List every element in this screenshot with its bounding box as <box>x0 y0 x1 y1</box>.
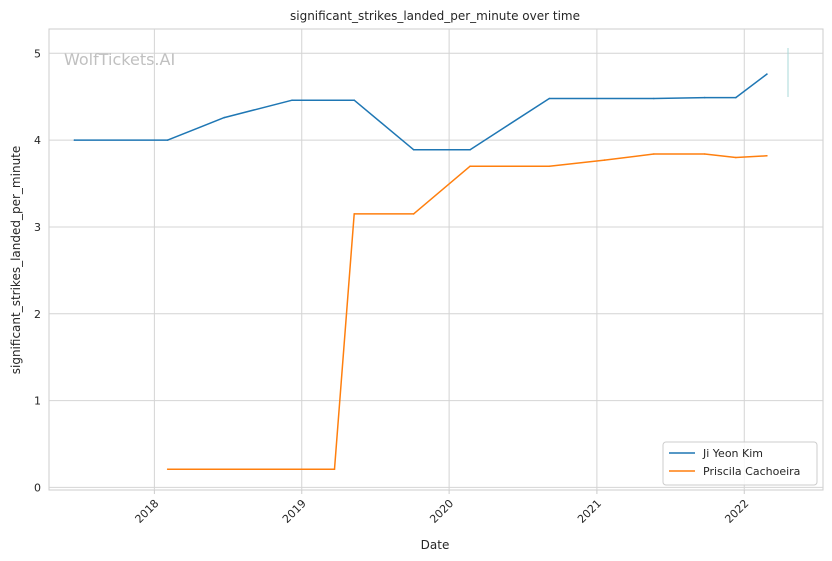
data-point-ji-yeon-kim <box>548 97 551 100</box>
watermark: WolfTickets.AI <box>64 50 175 69</box>
series-lines <box>73 73 768 471</box>
data-point-priscila-cachoeira <box>735 156 737 159</box>
x-tick-label: 2018 <box>133 497 162 526</box>
data-point-priscila-cachoeira <box>412 213 415 215</box>
y-axis-title: significant_strikes_landed_per_minute <box>9 146 23 375</box>
x-axis-title: Date <box>421 538 450 552</box>
data-point-priscila-cachoeira <box>653 153 655 155</box>
data-point-ji-yeon-kim <box>223 116 225 119</box>
data-point-priscila-cachoeira <box>548 165 551 167</box>
y-tick-labels: 0 1 2 3 4 5 <box>34 47 41 494</box>
x-tick-label: 2021 <box>575 497 604 526</box>
data-point-ji-yeon-kim <box>653 97 655 100</box>
x-tick-label: 2019 <box>280 497 309 526</box>
data-point-priscila-cachoeira <box>333 468 336 471</box>
legend-box <box>662 441 818 486</box>
plot-frame <box>48 28 824 491</box>
data-point-priscila-cachoeira <box>603 159 606 161</box>
legend-label-ji-yeon-kim: Ji Yeon Kim <box>702 447 763 460</box>
data-point-ji-yeon-kim <box>353 99 356 101</box>
data-point-priscila-cachoeira <box>353 213 356 215</box>
y-tick-label: 2 <box>34 308 41 321</box>
data-point-priscila-cachoeira <box>703 153 706 155</box>
y-tick-label: 1 <box>34 395 41 408</box>
y-tick-label: 4 <box>34 134 41 147</box>
data-point-ji-yeon-kim <box>766 73 768 75</box>
x-tick-label: 2022 <box>722 497 751 526</box>
data-point-ji-yeon-kim <box>291 99 293 101</box>
y-tick-label: 3 <box>34 221 41 234</box>
x-tick-label: 2020 <box>427 497 456 526</box>
data-point-ji-yeon-kim <box>166 139 169 141</box>
x-tick-labels: 2018 2019 2020 2021 2022 <box>133 497 752 526</box>
legend-label-priscila-cachoeira: Priscila Cachoeira <box>703 465 800 478</box>
data-point-ji-yeon-kim <box>469 148 471 151</box>
data-point-ji-yeon-kim <box>703 96 706 99</box>
data-point-priscila-cachoeira <box>766 155 768 157</box>
chart-title: significant_strikes_landed_per_minute ov… <box>290 9 580 23</box>
series-line-ji-yeon-kim <box>74 73 768 151</box>
y-tick-label: 0 <box>34 481 41 494</box>
data-point-priscila-cachoeira <box>469 165 471 167</box>
data-point-ji-yeon-kim <box>412 148 415 151</box>
grid-lines <box>49 29 823 494</box>
data-point-priscila-cachoeira <box>166 468 169 471</box>
y-tick-label: 5 <box>34 47 41 60</box>
legend: Ji Yeon Kim Priscila Cachoeira <box>662 441 818 486</box>
data-point-ji-yeon-kim <box>73 139 76 141</box>
plot-area: 0 1 2 3 4 5 2018 2019 2020 2021 2022 WolfTickets.… <box>34 28 824 526</box>
data-point-ji-yeon-kim <box>735 96 737 99</box>
